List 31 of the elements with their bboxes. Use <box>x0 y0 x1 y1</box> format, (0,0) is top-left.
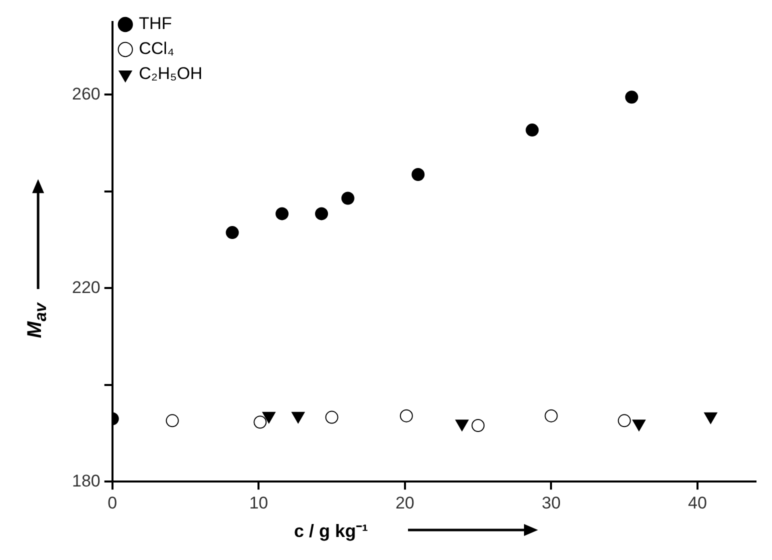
x-tick-label: 20 <box>395 493 414 512</box>
x-tick-label: 40 <box>688 493 707 512</box>
point <box>455 420 469 432</box>
point <box>325 410 338 424</box>
y-tick-label: 220 <box>72 278 100 297</box>
point <box>262 412 276 424</box>
point <box>292 412 305 424</box>
point <box>226 226 239 240</box>
point <box>400 409 413 422</box>
point <box>704 412 718 424</box>
point <box>632 420 646 432</box>
point <box>526 124 539 137</box>
point <box>618 414 631 428</box>
legend-label: C₂H₅OH <box>138 64 202 84</box>
point <box>315 207 328 220</box>
x-tick-label: 10 <box>249 493 268 512</box>
point <box>625 90 638 104</box>
point <box>412 168 425 182</box>
point <box>472 419 485 432</box>
legend-label: THF <box>138 14 172 34</box>
point <box>254 416 267 429</box>
point <box>341 192 354 205</box>
point <box>544 409 558 422</box>
x-tick-label: 30 <box>542 493 561 512</box>
point <box>166 414 179 428</box>
y-tick-label: 180 <box>72 471 100 490</box>
y-tick-label: 260 <box>72 84 100 104</box>
x-tick-label: 0 <box>108 493 118 512</box>
point <box>276 207 289 220</box>
x-axis-title: c / g kg⁻¹ <box>294 520 368 542</box>
legend-label: CCl₄ <box>138 39 174 58</box>
